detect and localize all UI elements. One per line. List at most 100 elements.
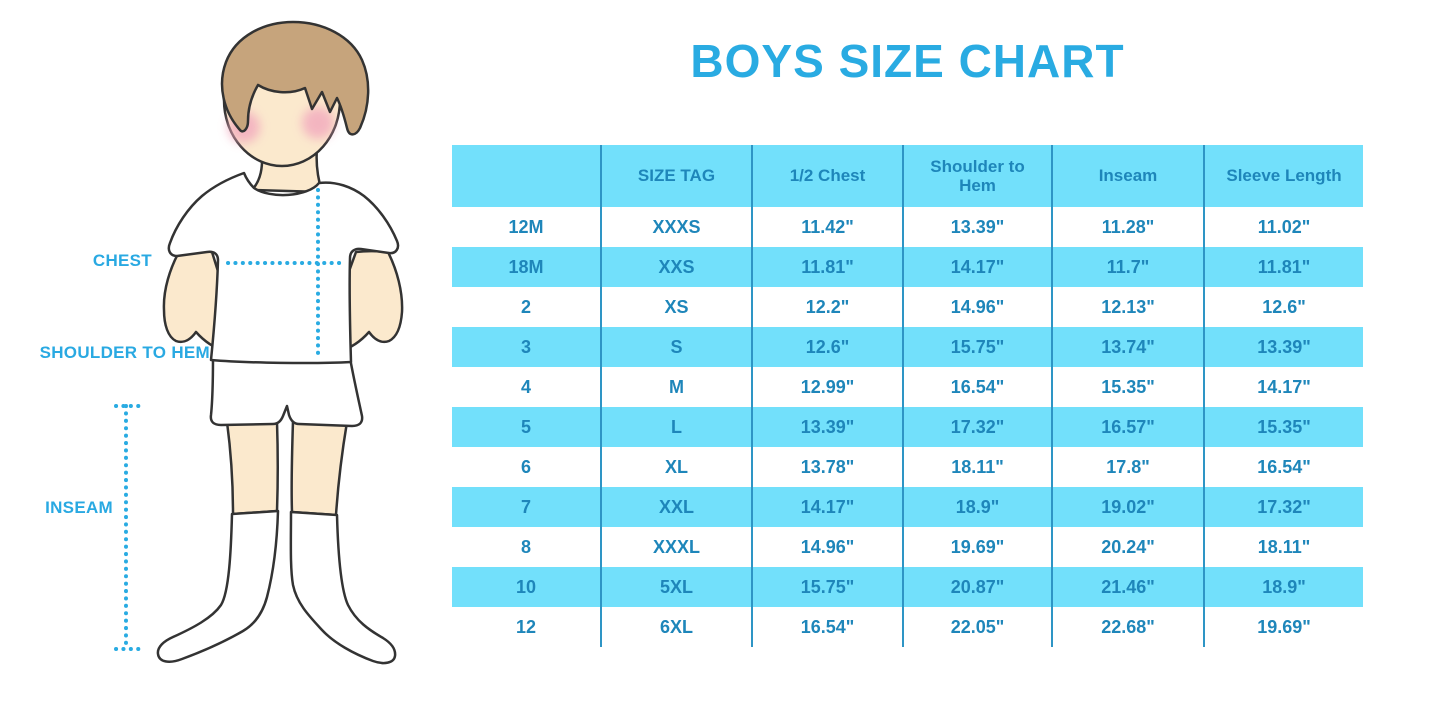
page-title: BOYS SIZE CHART	[690, 35, 1125, 87]
table-row: 18M XXS 11.81" 14.17" 11.7" 11.81"	[452, 247, 1363, 287]
table-cell: 12.99"	[753, 367, 904, 407]
table-cell: 18.11"	[904, 447, 1053, 487]
row-label: 7	[452, 487, 602, 527]
chest-label: CHEST	[92, 251, 152, 270]
column-header-inseam: Inseam	[1053, 145, 1205, 207]
table-cell: 22.05"	[904, 607, 1053, 647]
table-cell: 20.24"	[1053, 527, 1205, 567]
table-cell: 12.6"	[753, 327, 904, 367]
table-cell: 18.9"	[1262, 576, 1306, 597]
table-row: 3 S 12.6" 15.75" 13.74" 13.39"	[452, 327, 1363, 367]
row-label: 4	[452, 367, 602, 407]
table-cell: 11.81"	[1257, 256, 1311, 277]
table-cell: 13.74"	[1053, 327, 1205, 367]
table-cell: 15.35"	[1257, 416, 1311, 437]
table-cell: 13.78"	[753, 447, 904, 487]
table-cell: 19.69"	[1257, 616, 1311, 637]
table-cell: 16.54"	[1257, 456, 1311, 477]
table-cell: 16.57"	[1053, 407, 1205, 447]
table-cell: 14.17"	[753, 487, 904, 527]
table-cell: 12.2"	[753, 287, 904, 327]
boy-right-sock	[289, 510, 397, 665]
row-label: 12M	[452, 207, 602, 247]
row-label: 2	[452, 287, 602, 327]
table-cell: 12.6"	[1262, 296, 1306, 317]
table-cell: XXS	[602, 247, 753, 287]
table-cell: 17.32"	[1257, 496, 1311, 517]
table-cell: 21.46"	[1053, 567, 1205, 607]
table-cell: 19.69"	[904, 527, 1053, 567]
table-cell: 15.75"	[904, 327, 1053, 367]
table-row: 8 XXXL 14.96" 19.69" 20.24" 18.11"	[452, 527, 1363, 567]
table-cell: 16.54"	[753, 607, 904, 647]
table-cell: 11.28"	[1053, 207, 1205, 247]
table-cell: 20.87"	[904, 567, 1053, 607]
row-label: 10	[452, 567, 602, 607]
column-header-shoulder-hem: Shoulder to Hem	[904, 145, 1053, 207]
row-label: 12	[452, 607, 602, 647]
boys-size-table: SIZE TAG 1/2 Chest Shoulder to Hem Insea…	[452, 145, 1363, 647]
table-cell: 18.11"	[1257, 536, 1311, 557]
column-header-half-chest: 1/2 Chest	[753, 145, 904, 207]
boy-tshirt	[167, 171, 400, 365]
table-row: 2 XS 12.2" 14.96" 12.13" 12.6"	[452, 287, 1363, 327]
table-cell: 16.54"	[904, 367, 1053, 407]
table-cell: XXL	[602, 487, 753, 527]
boy-right-leg	[290, 419, 349, 517]
table-cell: 11.81"	[753, 247, 904, 287]
boy-left-sock	[156, 509, 280, 663]
table-cell: 14.17"	[904, 247, 1053, 287]
table-row: 5 L 13.39" 17.32" 16.57" 15.35"	[452, 407, 1363, 447]
table-cell: L	[602, 407, 753, 447]
table-row: 12M XXXS 11.42" 13.39" 11.28" 11.02"	[452, 207, 1363, 247]
table-body: 12M XXXS 11.42" 13.39" 11.28" 11.02" 18M XXS 11.…	[452, 207, 1363, 647]
table-cell: 12.13"	[1053, 287, 1205, 327]
column-header-size-tag: SIZE TAG	[602, 145, 753, 207]
column-header-size	[452, 145, 602, 207]
shoulder-to-hem-label: SHOULDER TO HEM	[39, 343, 210, 362]
table-cell: XL	[602, 447, 753, 487]
table-cell: 5XL	[602, 567, 753, 607]
table-cell: 22.68"	[1053, 607, 1205, 647]
table-cell: 14.96"	[904, 287, 1053, 327]
row-label: 6	[452, 447, 602, 487]
column-header-sleeve-length: Sleeve Length	[1226, 166, 1342, 186]
boy-left-leg	[225, 420, 279, 516]
table-cell: XXXL	[602, 527, 753, 567]
table-row: 6 XL 13.78" 18.11" 17.8" 16.54"	[452, 447, 1363, 487]
table-cell: 11.7"	[1053, 247, 1205, 287]
boy-right-cheek	[302, 107, 334, 139]
row-label: 3	[452, 327, 602, 367]
row-label: 5	[452, 407, 602, 447]
table-cell: S	[602, 327, 753, 367]
table-cell: 6XL	[602, 607, 753, 647]
table-cell: 11.42"	[753, 207, 904, 247]
table-cell: 19.02"	[1053, 487, 1205, 527]
table-cell: 17.32"	[904, 407, 1053, 447]
table-cell: 14.96"	[753, 527, 904, 567]
table-cell: 13.39"	[753, 407, 904, 447]
row-label: 18M	[452, 247, 602, 287]
table-cell: 13.39"	[1257, 336, 1311, 357]
table-cell: XXXS	[602, 207, 753, 247]
table-cell: 15.75"	[753, 567, 904, 607]
boy-shorts	[209, 354, 364, 428]
table-cell: 17.8"	[1053, 447, 1205, 487]
table-cell: 18.9"	[904, 487, 1053, 527]
table-cell: M	[602, 367, 753, 407]
table-row: 4 M 12.99" 16.54" 15.35" 14.17"	[452, 367, 1363, 407]
table-row: 10 5XL 15.75" 20.87" 21.46" 18.9"	[452, 567, 1363, 607]
table-cell: 13.39"	[904, 207, 1053, 247]
row-label: 8	[452, 527, 602, 567]
table-cell: 11.02"	[1257, 216, 1311, 237]
table-cell: XS	[602, 287, 753, 327]
table-row: 7 XXL 14.17" 18.9" 19.02" 17.32"	[452, 487, 1363, 527]
table-row: 12 6XL 16.54" 22.05" 22.68" 19.69"	[452, 607, 1363, 647]
boy-hair	[220, 20, 370, 136]
table-header-row: SIZE TAG 1/2 Chest Shoulder to Hem Insea…	[452, 145, 1363, 207]
inseam-measure-line	[114, 404, 141, 651]
table-cell: 14.17"	[1257, 376, 1311, 397]
inseam-label: INSEAM	[45, 498, 113, 517]
